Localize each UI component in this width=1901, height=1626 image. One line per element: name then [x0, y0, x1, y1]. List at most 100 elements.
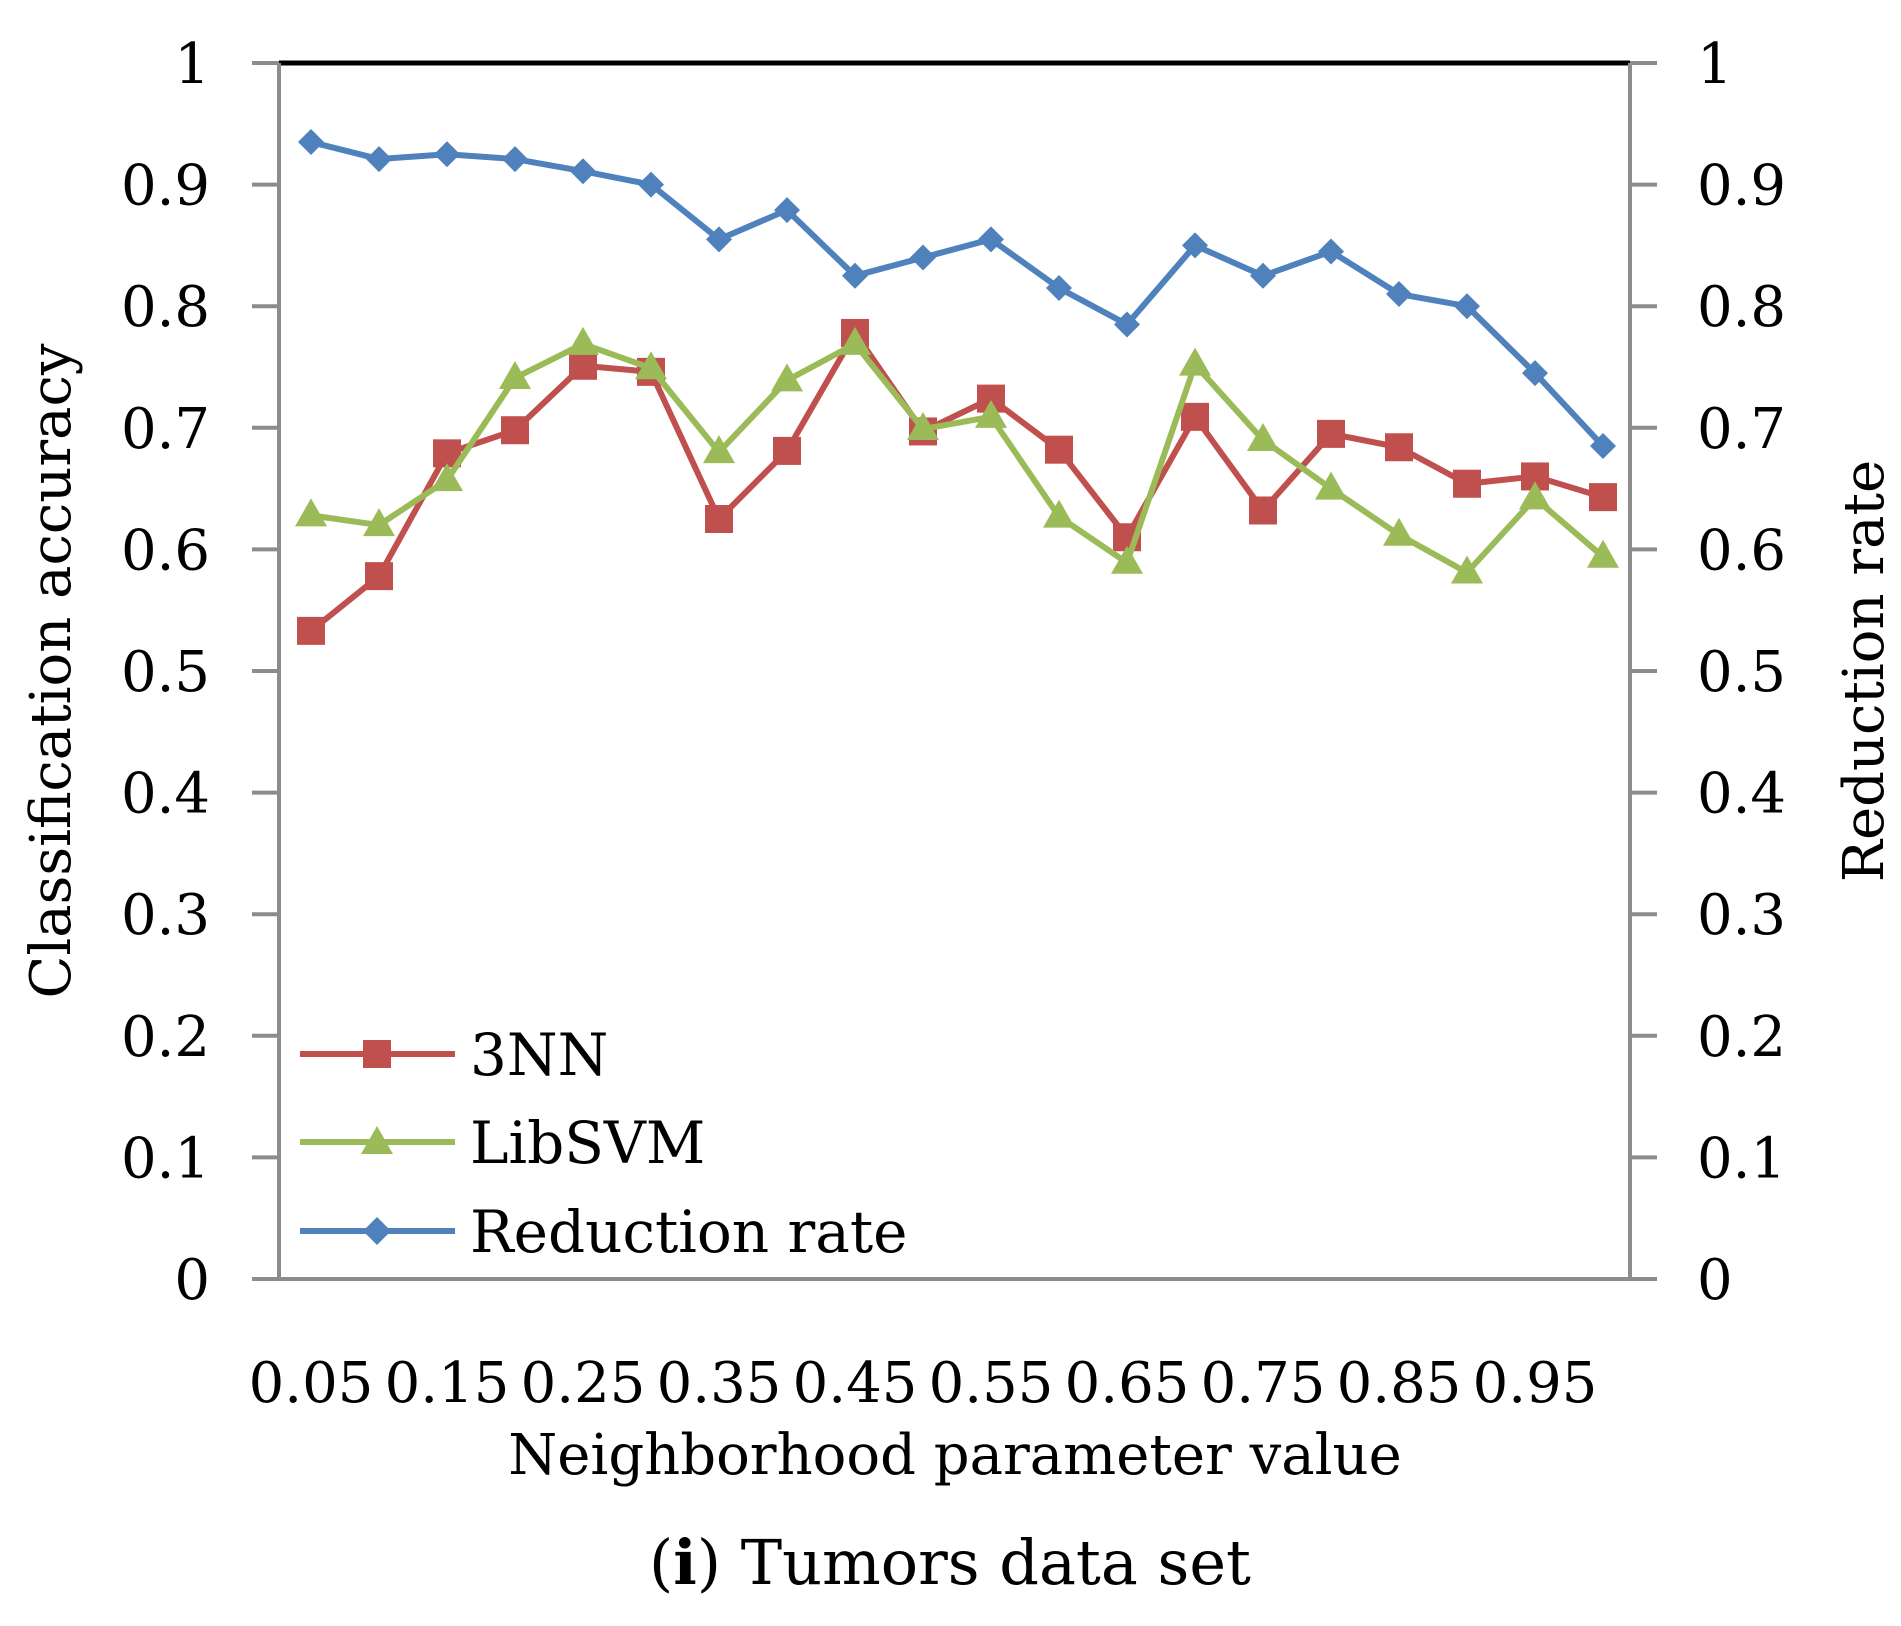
data-point-triangle — [1519, 481, 1551, 510]
data-point-triangle — [1315, 471, 1347, 500]
left-y-tick-label: 0.3 — [121, 883, 210, 948]
data-point-diamond — [434, 141, 460, 168]
right-y-tick-label: 0 — [1697, 1248, 1733, 1313]
data-point-triangle — [295, 498, 327, 527]
left-y-tick-label: 0 — [174, 1248, 210, 1313]
data-point-diamond — [366, 146, 392, 173]
data-point-diamond — [706, 226, 732, 253]
x-tick-label: 0.45 — [793, 1351, 918, 1416]
data-point-diamond — [910, 244, 936, 271]
data-point-triangle — [1587, 539, 1619, 568]
x-tick-label: 0.55 — [929, 1351, 1054, 1416]
series-line — [308, 329, 1606, 634]
x-tick-label: 0.75 — [1201, 1351, 1326, 1416]
data-point-diamond — [842, 262, 868, 289]
left-y-tick-label: 0.2 — [121, 1005, 210, 1070]
data-point-triangle — [363, 508, 395, 537]
data-point-triangle — [431, 463, 463, 492]
data-point-diamond — [638, 171, 664, 198]
data-point-square — [569, 351, 597, 380]
legend-marker-libsvm — [361, 1126, 393, 1154]
data-point-diamond — [502, 146, 528, 173]
data-point-triangle — [1043, 499, 1075, 528]
data-point-triangle — [703, 435, 735, 464]
right-y-tick-label: 1 — [1697, 32, 1733, 97]
data-point-diamond — [1114, 311, 1140, 338]
data-point-triangle — [1179, 347, 1211, 376]
data-point-diamond — [1182, 232, 1208, 259]
left-y-tick-label: 0.1 — [121, 1126, 210, 1191]
data-point-square — [1249, 496, 1277, 525]
data-point-triangle — [635, 351, 667, 380]
x-tick-label: 0.15 — [385, 1351, 510, 1416]
caption-letter: i — [673, 1526, 697, 1599]
x-tick-label: 0.85 — [1337, 1351, 1462, 1416]
data-point-square — [705, 505, 733, 533]
right-y-tick-label: 0.4 — [1697, 762, 1786, 827]
right-y-tick-label: 0.7 — [1697, 397, 1786, 462]
data-point-square — [773, 436, 801, 465]
right-y-tick-label: 0.2 — [1697, 1005, 1786, 1070]
data-point-triangle — [1247, 422, 1279, 451]
right-y-ticks: 0 0.1 0.2 0.3 0.4 0.5 0.6 0.7 0.8 0.9 1 — [1630, 32, 1786, 1313]
data-point-diamond — [1318, 238, 1344, 265]
data-point-triangle — [567, 326, 599, 355]
data-point-diamond — [1046, 274, 1072, 301]
x-axis-title: Neighborhood parameter value — [508, 1423, 1401, 1488]
data-point-triangle — [1111, 545, 1143, 574]
data-point-diamond — [1454, 293, 1480, 320]
left-y-tick-label: 0.8 — [121, 275, 210, 340]
legend: 3NN LibSVM Reduction rate — [300, 1021, 907, 1266]
data-point-diamond — [1386, 281, 1412, 308]
data-point-triangle — [1383, 517, 1415, 546]
data-point-square — [1317, 419, 1345, 448]
data-point-square — [365, 562, 393, 591]
legend-label-libsvm: LibSVM — [470, 1109, 705, 1177]
data-point-square — [1181, 402, 1209, 431]
series-reduction-rate — [298, 129, 1616, 460]
right-y-tick-label: 0.1 — [1697, 1126, 1786, 1191]
series-line — [308, 139, 1606, 450]
data-point-diamond — [774, 197, 800, 224]
data-point-triangle — [499, 360, 531, 389]
right-y-tick-label: 0.8 — [1697, 275, 1786, 340]
legend-marker-reduction-rate — [363, 1217, 391, 1245]
left-y-tick-label: 0.4 — [121, 762, 210, 827]
x-tick-label: 0.05 — [249, 1351, 374, 1416]
legend-label-3nn: 3NN — [470, 1021, 608, 1089]
data-point-diamond — [978, 226, 1004, 253]
right-y-tick-label: 0.5 — [1697, 640, 1786, 705]
legend-marker-3nn — [363, 1040, 391, 1068]
right-y-tick-label: 0.6 — [1697, 518, 1786, 583]
series-line — [308, 340, 1606, 576]
data-point-triangle — [975, 399, 1007, 428]
data-point-triangle — [1451, 555, 1483, 584]
data-point-diamond — [298, 129, 324, 156]
data-point-triangle — [907, 412, 939, 441]
left-y-tick-label: 0.5 — [121, 640, 210, 705]
x-tick-label: 0.65 — [1065, 1351, 1190, 1416]
data-point-diamond — [1250, 262, 1276, 289]
data-point-square — [1589, 483, 1617, 512]
y-axis-title: Classification accuracy — [19, 343, 84, 998]
data-point-diamond — [1522, 360, 1548, 387]
left-y-tick-label: 0.7 — [121, 397, 210, 462]
left-y-ticks: 0 0.1 0.2 0.3 0.4 0.5 0.6 0.7 0.8 0.9 1 — [121, 32, 279, 1313]
caption-open-paren: ( — [649, 1526, 673, 1599]
y2-axis-title: Reduction rate — [1832, 460, 1897, 882]
data-point-square — [297, 616, 325, 645]
data-point-triangle — [771, 363, 803, 392]
data-point-square — [1453, 469, 1481, 498]
x-tick-label: 0.95 — [1473, 1351, 1598, 1416]
left-y-tick-label: 1 — [174, 32, 210, 97]
data-point-square — [1385, 433, 1413, 462]
x-ticks: 0.05 0.15 0.25 0.35 0.45 0.55 0.65 0.75 0.85 0.95 — [249, 1351, 1598, 1416]
legend-entry-reduction-rate: Reduction rate — [300, 1198, 907, 1266]
legend-entry-3nn: 3NN — [300, 1021, 608, 1089]
caption-text: ) Tumors data set — [697, 1526, 1251, 1599]
left-y-tick-label: 0.6 — [121, 518, 210, 583]
right-y-tick-label: 0.9 — [1697, 154, 1786, 219]
legend-label-reduction-rate: Reduction rate — [470, 1198, 907, 1266]
left-y-tick-label: 0.9 — [121, 154, 210, 219]
